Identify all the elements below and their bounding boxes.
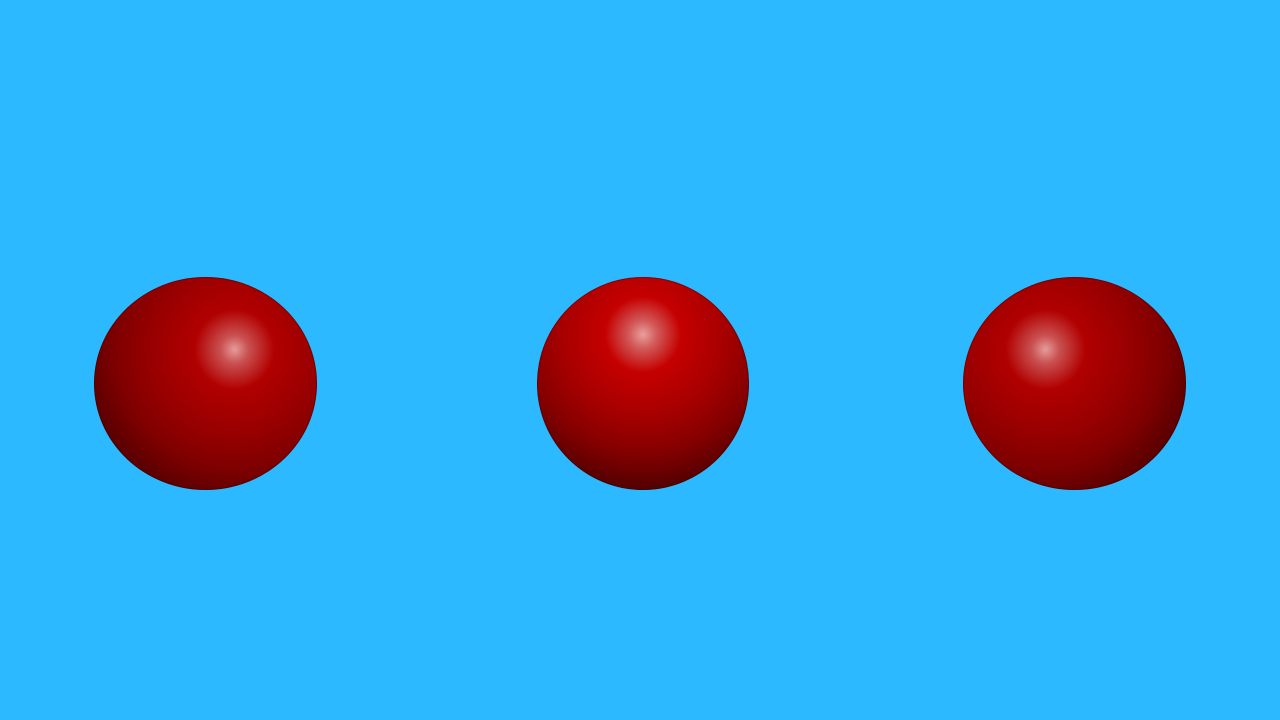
left-red-sphere	[94, 277, 317, 490]
right-red-sphere	[963, 277, 1186, 490]
center-red-sphere	[537, 277, 749, 490]
